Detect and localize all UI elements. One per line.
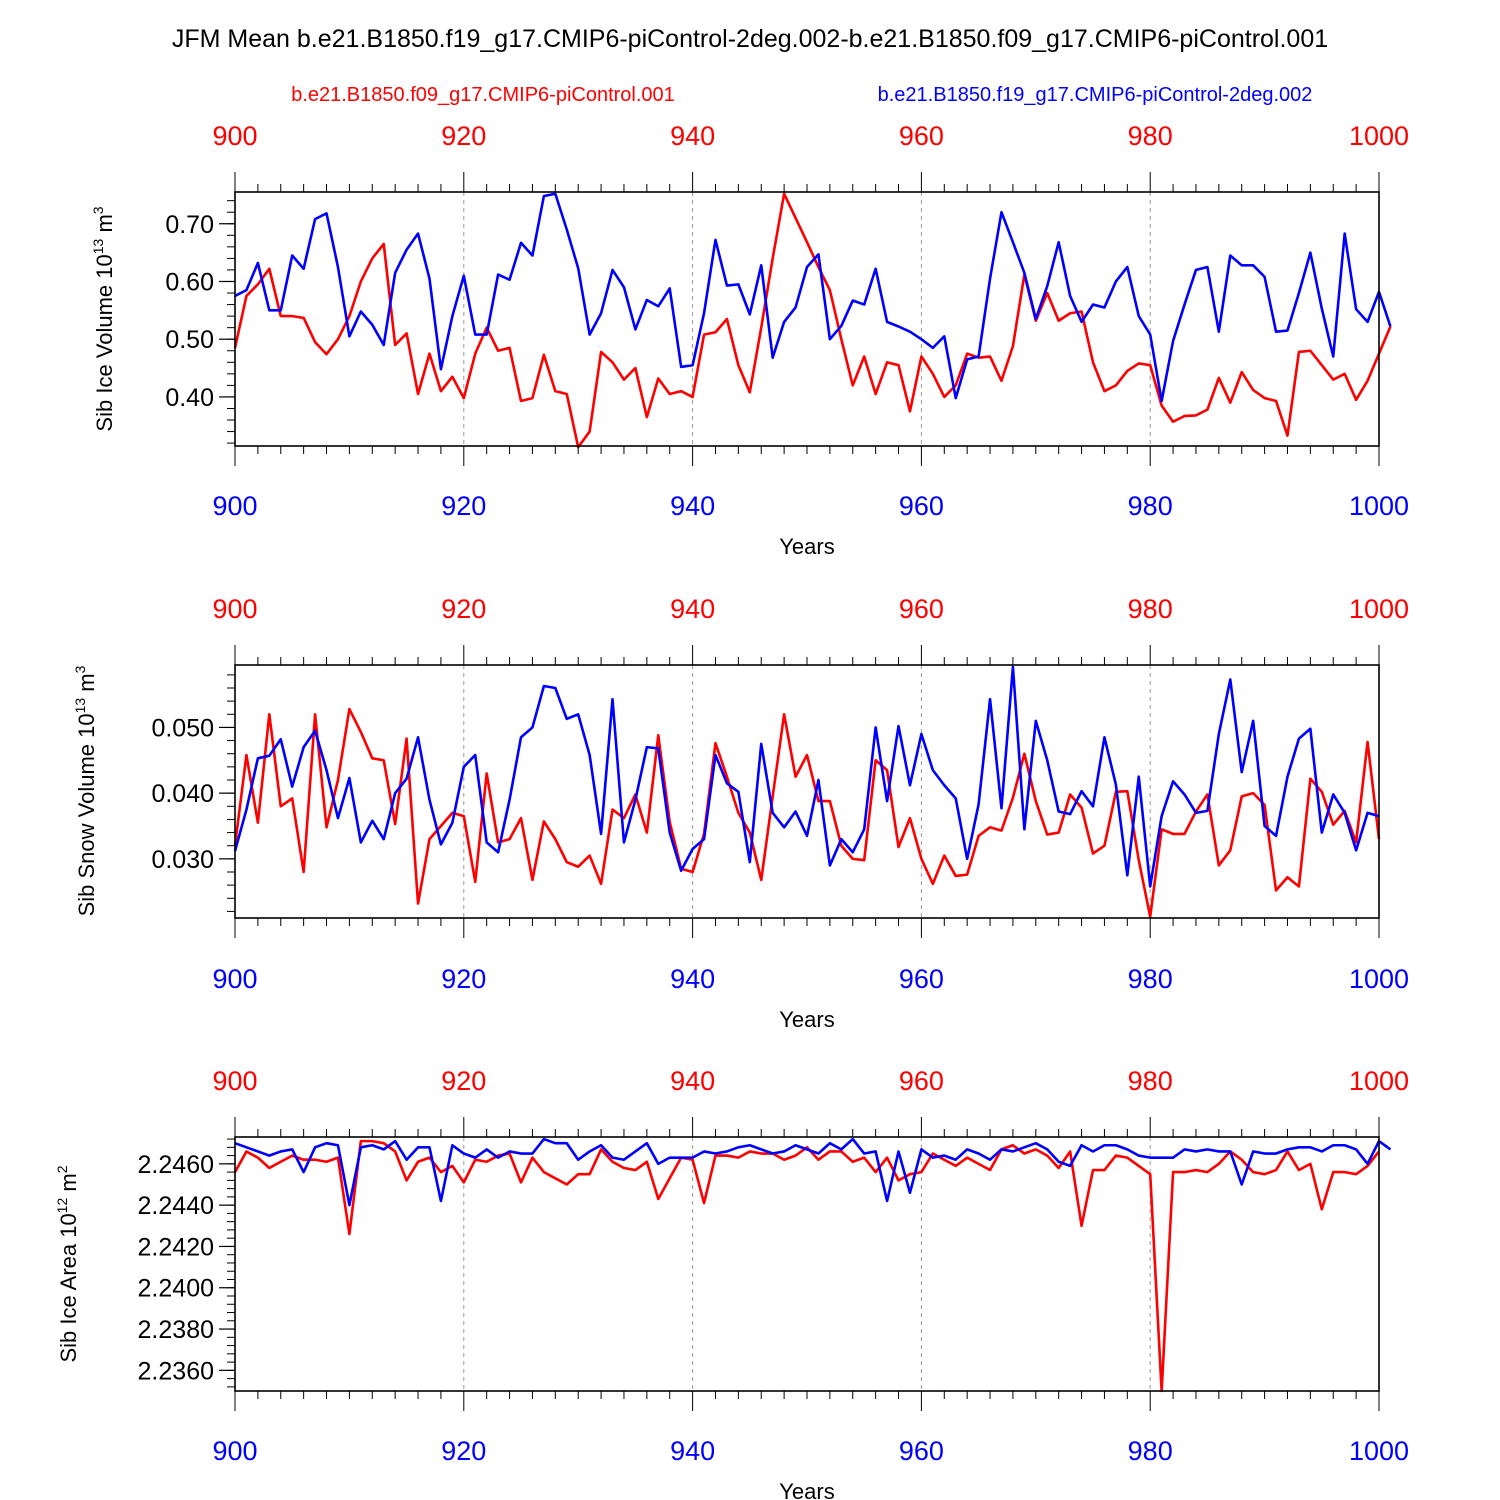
y-tick-label: 0.60 (165, 268, 214, 296)
series-line-blue (233, 665, 1380, 888)
x-tick-label-top: 940 (670, 121, 715, 151)
x-tick-label-bottom: 940 (670, 491, 715, 521)
y-axis-label: Sib Snow Volume 1013 m3 (72, 665, 99, 916)
x-tick-label-bottom: 980 (1128, 964, 1173, 994)
y-axis-label: Sib Ice Volume 1013 m3 (90, 206, 117, 431)
y-tick-label: 0.050 (151, 714, 214, 742)
x-tick-label-top: 900 (212, 121, 257, 151)
y-axis-label-main: Sib Ice Volume 10 (92, 254, 117, 431)
x-tick-label-top: 920 (441, 1066, 486, 1096)
x-tick-label-bottom: 920 (441, 491, 486, 521)
y-axis-label-unit: m (92, 214, 117, 238)
y-axis-label: Sib Ice Area 1012 m2 (54, 1165, 81, 1362)
x-tick-label-top: 960 (899, 121, 944, 151)
plot-frame (234, 1136, 1380, 1392)
chart-panel-1: 0.40 0.50 0.60 0.70 900 900 920 920 940 940 960 960… (90, 121, 1409, 559)
series-line-red (233, 707, 1381, 918)
x-axis-label: Years (779, 1007, 834, 1032)
y-axis-label-unit-exponent: 3 (72, 665, 88, 673)
x-tick-label-top: 920 (441, 594, 486, 624)
x-tick-label-bottom: 1000 (1349, 964, 1409, 994)
y-tick-label: 2.2460 (138, 1151, 214, 1179)
x-tick-label-top: 960 (899, 1066, 944, 1096)
x-tick-label-top: 980 (1128, 594, 1173, 624)
x-tick-label-top: 900 (212, 1066, 257, 1096)
x-tick-label-top: 940 (670, 1066, 715, 1096)
y-axis-label-unit: m (56, 1173, 81, 1197)
series-line-red (233, 1139, 1381, 1393)
legend-red-label: b.e21.B1850.f09_g17.CMIP6-piControl.001 (291, 84, 675, 106)
x-tick-label-top: 1000 (1349, 594, 1409, 624)
y-axis-label-exponent: 13 (72, 698, 88, 714)
x-tick-label-bottom: 900 (212, 1436, 257, 1466)
chart-title: JFM Mean b.e21.B1850.f19_g17.CMIP6-piCon… (172, 25, 1328, 53)
y-tick-label: 0.040 (151, 780, 214, 808)
y-tick-label: 0.030 (151, 846, 214, 874)
x-tick-label-top: 960 (899, 594, 944, 624)
x-tick-label-bottom: 960 (899, 1436, 944, 1466)
series-line-blue (234, 192, 1392, 403)
y-tick-label: 2.2440 (138, 1192, 214, 1220)
legend-blue-label: b.e21.B1850.f19_g17.CMIP6-piControl-2deg… (878, 84, 1313, 106)
x-tick-label-bottom: 980 (1128, 491, 1173, 521)
x-tick-label-top: 980 (1128, 1066, 1173, 1096)
y-axis-label-unit-exponent: 3 (90, 206, 106, 214)
y-tick-label: 0.50 (165, 326, 214, 354)
x-tick-label-top: 980 (1128, 121, 1173, 151)
x-tick-label-bottom: 1000 (1349, 491, 1409, 521)
y-axis-label-main: Sib Ice Area 10 (56, 1213, 81, 1362)
x-tick-label-top: 900 (212, 594, 257, 624)
x-tick-label-bottom: 940 (670, 1436, 715, 1466)
x-tick-label-bottom: 1000 (1349, 1436, 1409, 1466)
series-line-red (233, 192, 1392, 449)
x-tick-label-bottom: 980 (1128, 1436, 1173, 1466)
chart-panel-2: 0.030 0.040 0.050 900 900 920 920 940 940 960 960 9… (72, 594, 1409, 1032)
y-tick-label: 0.70 (165, 211, 214, 239)
y-axis-label-unit-exponent: 2 (54, 1165, 70, 1173)
chart-panel-3: 2.2360 2.2380 2.2400 2.2420 2.2440 2.2460 900 9… (54, 1066, 1409, 1500)
y-tick-label: 2.2420 (138, 1233, 214, 1261)
x-tick-label-bottom: 960 (899, 964, 944, 994)
x-axis-label: Years (779, 1479, 834, 1500)
x-axis-label: Years (779, 534, 834, 559)
x-tick-label-bottom: 920 (441, 964, 486, 994)
x-tick-label-bottom: 900 (212, 964, 257, 994)
x-tick-label-bottom: 900 (212, 491, 257, 521)
y-axis-label-exponent: 12 (54, 1198, 70, 1214)
y-tick-label: 2.2360 (138, 1357, 214, 1385)
y-tick-label: 2.2380 (138, 1316, 214, 1344)
x-tick-label-top: 920 (441, 121, 486, 151)
x-tick-label-top: 1000 (1349, 121, 1409, 151)
plot-frame (234, 664, 1380, 919)
y-axis-label-unit: m (74, 673, 99, 697)
x-tick-label-bottom: 920 (441, 1436, 486, 1466)
y-tick-label: 2.2400 (138, 1275, 214, 1303)
series-line-blue (234, 1137, 1392, 1207)
x-tick-label-top: 1000 (1349, 1066, 1409, 1096)
x-tick-label-bottom: 940 (670, 964, 715, 994)
y-axis-label-main: Sib Snow Volume 10 (74, 713, 99, 916)
x-tick-label-top: 940 (670, 594, 715, 624)
x-tick-label-bottom: 960 (899, 491, 944, 521)
y-tick-label: 0.40 (165, 384, 214, 412)
y-axis-label-exponent: 13 (90, 238, 106, 254)
